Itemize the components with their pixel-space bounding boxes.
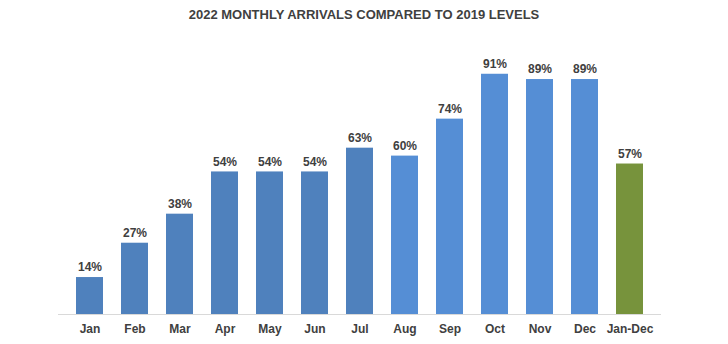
html-text:2022 MONTHLY ARRIVALS COMPARED: 2022 MONTHLY ARRIVALS COMPARED TO 2019 L…	[188, 7, 540, 22]
svg-text:Feb: Feb	[124, 322, 145, 336]
svg-text:Dec: Dec	[574, 322, 596, 336]
svg-text:Jul: Jul	[351, 322, 368, 336]
svg-text:54%: 54%	[258, 155, 282, 169]
svg-text:Nov: Nov	[529, 322, 552, 336]
svg-text:Mar: Mar	[169, 322, 191, 336]
svg-text:38%: 38%	[168, 197, 192, 211]
svg-text:89%: 89%	[573, 62, 597, 76]
svg-text:60%: 60%	[393, 139, 417, 153]
svg-text:Oct: Oct	[485, 322, 505, 336]
svg-text:14%: 14%	[78, 260, 102, 274]
svg-text:54%: 54%	[303, 155, 327, 169]
svg-text:Jan: Jan	[80, 322, 101, 336]
svg-text:91%: 91%	[483, 57, 507, 71]
svg-text:63%: 63%	[348, 131, 372, 145]
svg-text:89%: 89%	[528, 62, 552, 76]
svg-text:Sep: Sep	[439, 322, 461, 336]
svg-text:May: May	[258, 322, 282, 336]
svg-text:57%: 57%	[618, 147, 642, 161]
svg-text:Aug: Aug	[393, 322, 416, 336]
svg-text:Jan-Dec: Jan-Dec	[607, 322, 654, 336]
svg-text:27%: 27%	[123, 226, 147, 240]
svg-text:54%: 54%	[213, 155, 237, 169]
svg-text:74%: 74%	[438, 102, 462, 116]
svg-text:Apr: Apr	[215, 322, 236, 336]
svg-text:Jun: Jun	[304, 322, 325, 336]
